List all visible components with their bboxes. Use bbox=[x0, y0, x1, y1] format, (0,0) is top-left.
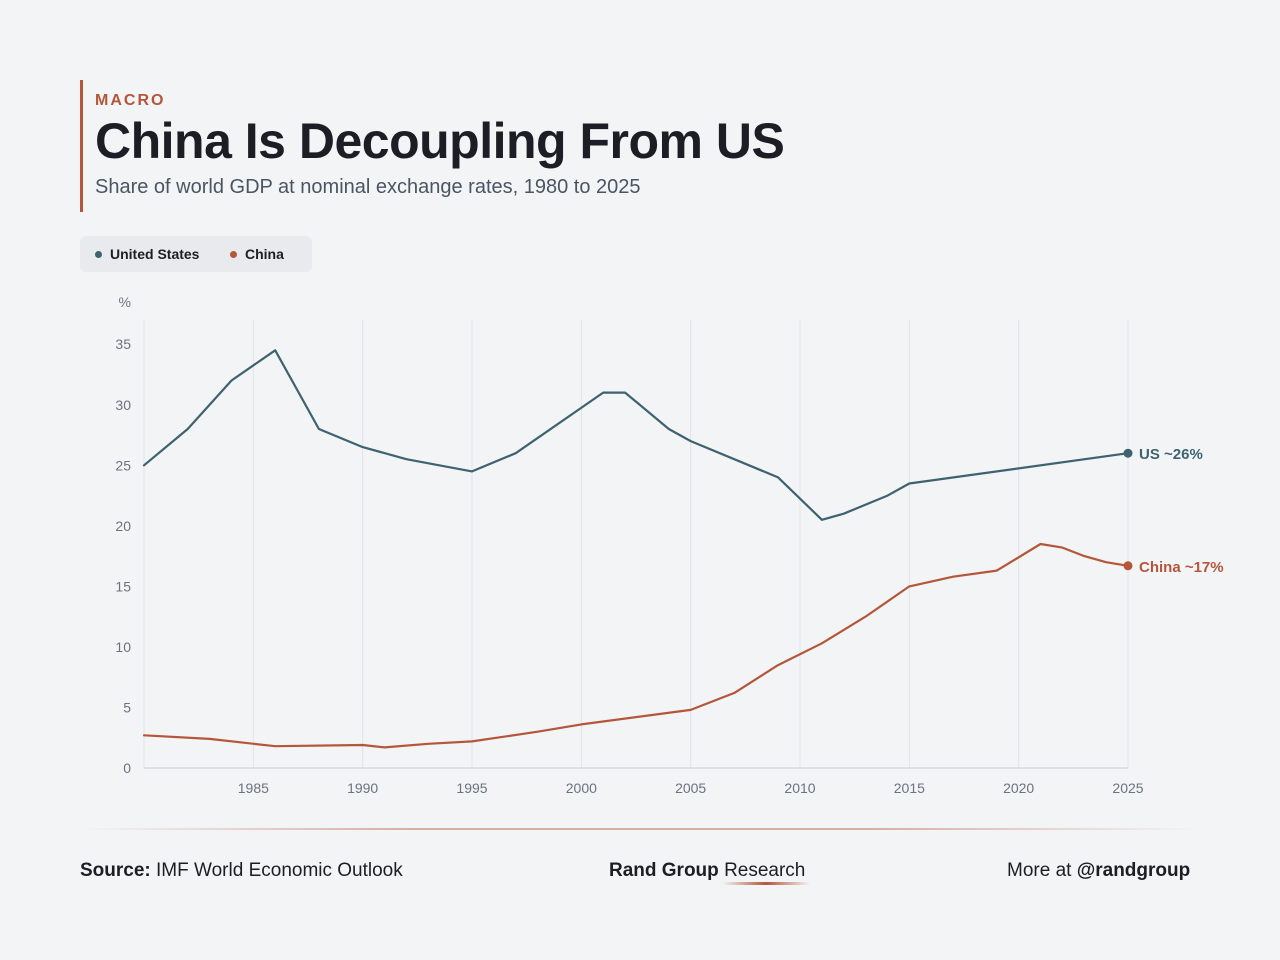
series-end-point-united-states bbox=[1123, 448, 1133, 458]
x-tick-label: 2020 bbox=[1003, 780, 1034, 796]
series-end-label-china: China ~17% bbox=[1139, 559, 1224, 576]
more-text: More at bbox=[1007, 860, 1072, 881]
brand-underline bbox=[722, 882, 810, 885]
x-tick-label: 2015 bbox=[894, 780, 925, 796]
section-kicker: MACRO bbox=[95, 92, 166, 109]
y-tick-label: 5 bbox=[123, 699, 131, 715]
brand-suffix: Research bbox=[724, 860, 806, 881]
x-tick-label: 2000 bbox=[566, 780, 597, 796]
legend-item-china: China bbox=[230, 246, 284, 262]
y-tick-label: 20 bbox=[115, 518, 131, 534]
legend-label: China bbox=[245, 246, 284, 262]
source-text: IMF World Economic Outlook bbox=[156, 860, 403, 881]
page-title: China Is Decoupling From US bbox=[95, 113, 785, 169]
legend-dot-united-states bbox=[95, 250, 102, 258]
source-label: Source: bbox=[80, 860, 151, 881]
legend-label: United States bbox=[110, 246, 200, 262]
legend-item-united-states: United States bbox=[95, 246, 199, 262]
brand: Rand Group Research bbox=[609, 860, 805, 882]
brand-name: Rand Group bbox=[609, 860, 719, 881]
x-tick-label: 1995 bbox=[456, 780, 487, 796]
x-tick-label: 1990 bbox=[347, 780, 378, 796]
series-line-china bbox=[142, 542, 1130, 749]
y-axis-label: % bbox=[119, 294, 131, 310]
social-handle[interactable]: @randgroup bbox=[1076, 860, 1191, 881]
x-tick-label: 2010 bbox=[784, 780, 815, 796]
y-tick-label: 30 bbox=[115, 397, 131, 413]
y-tick-label: 10 bbox=[115, 639, 131, 655]
series-end-label-united-states: US ~26% bbox=[1139, 446, 1203, 463]
y-tick-label: 15 bbox=[115, 578, 131, 594]
source-note: Source: IMF World Economic Outlook bbox=[80, 860, 403, 882]
y-tick-label: 35 bbox=[115, 336, 131, 352]
more-link[interactable]: More at @randgroup bbox=[1007, 860, 1190, 882]
page-subtitle: Share of world GDP at nominal exchange r… bbox=[95, 176, 641, 198]
series-line-united-states bbox=[142, 349, 1130, 521]
y-tick-label: 0 bbox=[123, 760, 131, 776]
legend-dot-china bbox=[230, 250, 237, 258]
x-tick-label: 2005 bbox=[675, 780, 706, 796]
y-tick-label: 25 bbox=[115, 457, 131, 473]
footer-divider bbox=[80, 828, 1200, 830]
header: MACRO China Is Decoupling From US Share … bbox=[80, 80, 1083, 212]
chart-legend: United States China bbox=[80, 236, 312, 272]
series-end-point-china bbox=[1123, 561, 1133, 571]
x-tick-label: 2025 bbox=[1112, 780, 1143, 796]
x-tick-label: 1985 bbox=[238, 780, 269, 796]
